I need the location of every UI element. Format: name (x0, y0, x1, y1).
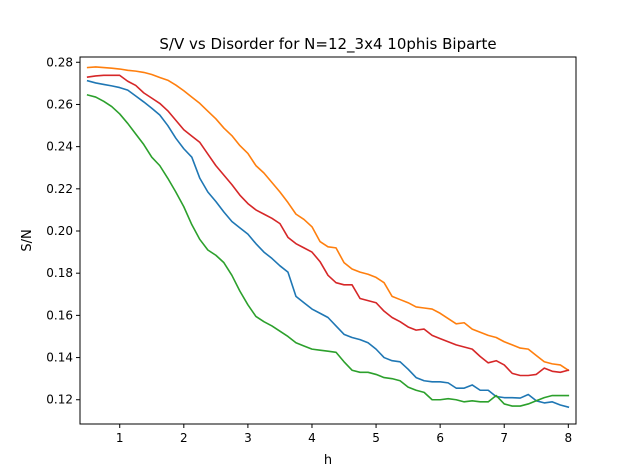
y-tick-label: 0.18 (46, 266, 73, 280)
series-line-3 (86, 93, 570, 407)
y-tick-label: 0.22 (46, 182, 73, 196)
y-axis: 0.12 0.14 0.16 0.18 0.20 0.22 0.24 0.26 0.28 (46, 55, 80, 407)
y-tick-label: 0.14 (46, 351, 73, 365)
x-tick-label: 8 (564, 431, 572, 445)
x-axis-label: h (324, 453, 332, 468)
series-line-2 (86, 66, 570, 372)
x-axis: 1 2 3 4 5 6 7 8 (116, 424, 572, 445)
series-line-4 (86, 74, 570, 377)
y-tick-label: 0.12 (46, 393, 73, 407)
chart-title: S/V vs Disorder for N=12_3x4 10phis Bipa… (159, 35, 496, 54)
x-tick-label: 1 (116, 431, 124, 445)
x-tick-label: 4 (308, 431, 316, 445)
y-tick-label: 0.16 (46, 308, 73, 322)
plot-area-frame (79, 56, 577, 425)
x-tick-label: 3 (244, 431, 252, 445)
x-tick-label: 6 (436, 431, 444, 445)
x-tick-label: 2 (180, 431, 188, 445)
y-tick-label: 0.20 (46, 224, 73, 238)
series-lines (86, 66, 570, 409)
y-tick-label: 0.28 (46, 55, 73, 69)
x-tick-label: 7 (500, 431, 508, 445)
series-line-1 (86, 79, 570, 409)
x-tick-label: 5 (372, 431, 380, 445)
y-axis-label: S/N (20, 229, 35, 251)
y-tick-label: 0.24 (46, 140, 73, 154)
y-tick-label: 0.26 (46, 97, 73, 111)
